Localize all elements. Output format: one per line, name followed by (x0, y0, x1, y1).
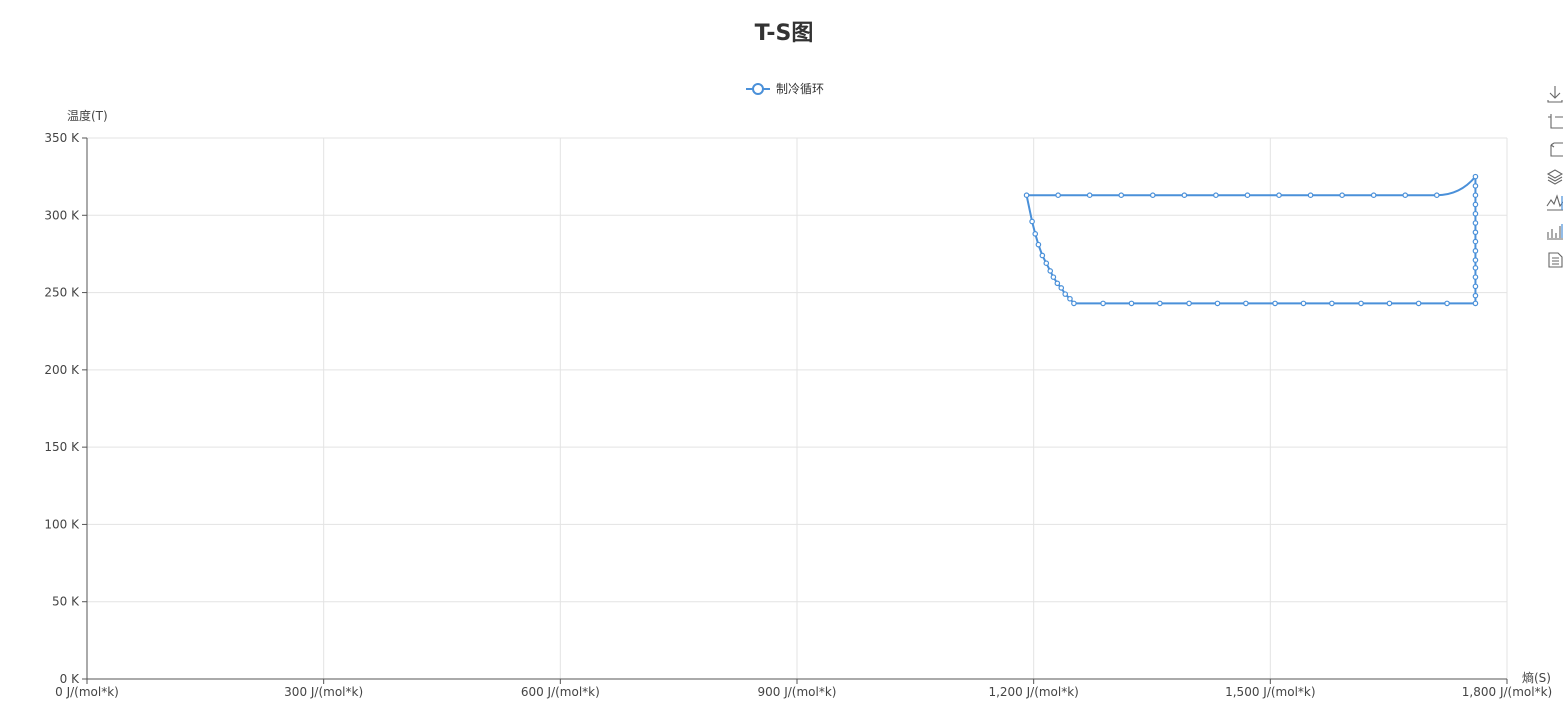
y-tick-label: 50 K (52, 595, 80, 609)
data-point[interactable] (1433, 192, 1440, 198)
data-point[interactable] (1100, 300, 1106, 307)
legend-marker-icon (752, 83, 764, 95)
y-tick-label: 350 K (44, 131, 80, 145)
toolbox (1546, 86, 1563, 268)
data-point[interactable] (1071, 300, 1077, 307)
data-point[interactable] (1402, 192, 1409, 198)
axes: 0 K 50 K 100 K 150 K 200 K 250 K 300 K 350 K 0 J… (44, 131, 1552, 699)
zoom-reset-icon[interactable] (1550, 142, 1563, 157)
x-axis-label: 熵(S) (1522, 670, 1551, 685)
y-tick-label: 300 K (44, 208, 80, 222)
data-point[interactable] (1472, 257, 1479, 263)
line-chart-icon[interactable] (1546, 194, 1563, 211)
data-point[interactable] (1472, 274, 1479, 280)
x-tick-label: 0 J/(mol*k) (55, 685, 119, 699)
x-tick-label: 300 J/(mol*k) (284, 685, 363, 699)
data-point[interactable] (1039, 252, 1046, 259)
data-point[interactable] (1472, 220, 1479, 226)
data-point[interactable] (1023, 192, 1030, 198)
data-point[interactable] (1213, 192, 1219, 198)
data-point[interactable] (1472, 201, 1479, 208)
grid (86, 137, 1508, 680)
chart-title: T-S图 (755, 21, 814, 46)
data-point[interactable] (1472, 192, 1479, 198)
y-tick-label: 150 K (44, 440, 80, 454)
y-tick-label: 0 K (60, 672, 80, 686)
data-point[interactable] (1050, 274, 1057, 280)
data-point[interactable] (1472, 183, 1479, 189)
data-point[interactable] (1472, 300, 1479, 307)
data-point[interactable] (1181, 192, 1188, 198)
data-point[interactable] (1386, 300, 1393, 307)
data-point[interactable] (1128, 300, 1135, 307)
data-point[interactable] (1118, 192, 1125, 198)
series-line (1025, 176, 1477, 305)
data-point[interactable] (1243, 300, 1249, 307)
data-point[interactable] (1472, 248, 1479, 254)
series-layer (1023, 173, 1479, 307)
data-point[interactable] (1307, 192, 1314, 198)
data-point[interactable] (1067, 295, 1073, 302)
data-point[interactable] (1186, 300, 1192, 307)
data-point[interactable] (1444, 300, 1450, 307)
x-tick-label: 900 J/(mol*k) (758, 685, 837, 699)
x-tick-label: 1,800 J/(mol*k) (1462, 685, 1552, 699)
y-axis-label: 温度(T) (67, 108, 108, 123)
x-tick-label: 1,200 J/(mol*k) (988, 685, 1078, 699)
series-refrigeration-cycle (1023, 173, 1479, 307)
data-point[interactable] (1058, 285, 1065, 291)
data-point[interactable] (1339, 192, 1345, 198)
data-point[interactable] (1415, 300, 1422, 307)
data-view-icon[interactable] (1548, 252, 1563, 268)
data-point[interactable] (1043, 260, 1050, 267)
data-point[interactable] (1086, 192, 1093, 198)
zoom-icon[interactable] (1548, 114, 1563, 129)
data-point[interactable] (1244, 192, 1251, 198)
data-point[interactable] (1272, 300, 1278, 307)
data-point[interactable] (1370, 192, 1377, 198)
download-icon[interactable] (1547, 86, 1563, 103)
data-point[interactable] (1032, 231, 1039, 237)
y-tick-label: 200 K (44, 363, 80, 377)
data-point[interactable] (1054, 280, 1061, 287)
data-point[interactable] (1329, 300, 1335, 307)
data-point[interactable] (1035, 241, 1042, 248)
data-point[interactable] (1062, 291, 1069, 297)
legend-label: 制冷循环 (776, 82, 824, 96)
data-point[interactable] (1300, 300, 1307, 307)
y-tick-label: 250 K (44, 286, 80, 300)
data-point[interactable] (1472, 210, 1479, 217)
y-tick-label: 100 K (44, 517, 80, 531)
x-tick-label: 1,500 J/(mol*k) (1225, 685, 1315, 699)
data-point[interactable] (1472, 283, 1479, 290)
data-point[interactable] (1276, 192, 1282, 198)
legend[interactable]: 制冷循环 (746, 82, 824, 96)
restore-icon[interactable] (1546, 169, 1563, 185)
x-tick-label: 600 J/(mol*k) (521, 685, 600, 699)
data-point[interactable] (1472, 292, 1479, 299)
data-point[interactable] (1472, 173, 1479, 180)
data-point[interactable] (1358, 300, 1364, 307)
data-point[interactable] (1472, 265, 1479, 271)
data-point[interactable] (1472, 238, 1479, 245)
data-point[interactable] (1149, 192, 1156, 198)
data-point[interactable] (1157, 300, 1163, 307)
data-point[interactable] (1047, 268, 1054, 274)
bar-chart-icon[interactable] (1547, 224, 1563, 240)
data-point[interactable] (1214, 300, 1221, 307)
data-point[interactable] (1472, 229, 1479, 236)
data-point[interactable] (1055, 192, 1061, 198)
data-point[interactable] (1029, 218, 1035, 225)
